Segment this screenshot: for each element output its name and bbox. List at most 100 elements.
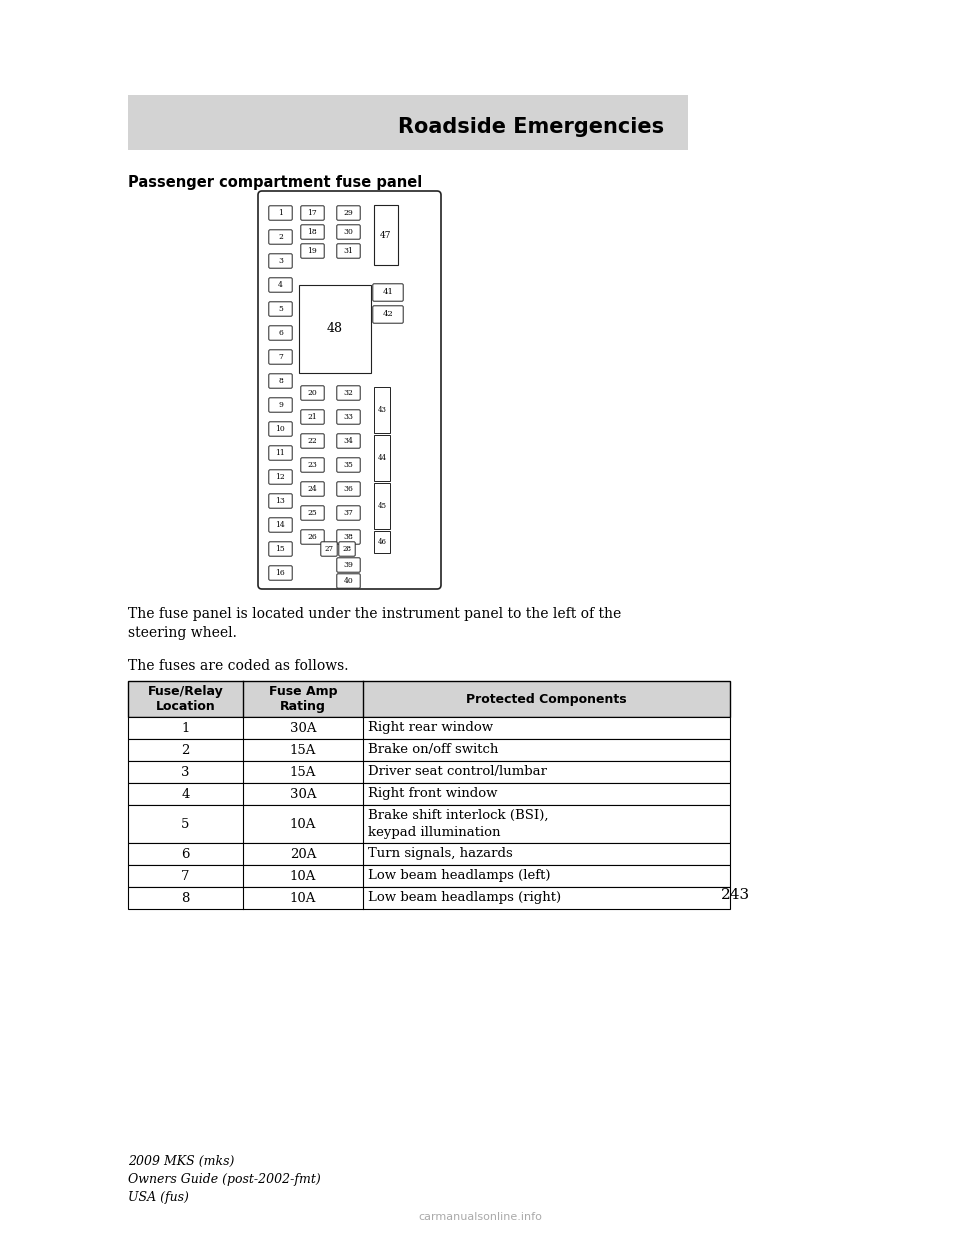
FancyBboxPatch shape [337, 458, 360, 472]
Text: 11: 11 [276, 450, 285, 457]
FancyBboxPatch shape [337, 558, 360, 573]
Text: 3: 3 [181, 765, 190, 779]
Text: carmanualsonline.info: carmanualsonline.info [418, 1212, 542, 1222]
FancyBboxPatch shape [372, 306, 403, 323]
Text: Right rear window: Right rear window [368, 722, 493, 734]
FancyBboxPatch shape [337, 206, 360, 220]
Text: 41: 41 [383, 288, 394, 297]
Text: 19: 19 [307, 247, 318, 255]
Text: Owners Guide (post-2002-fmt): Owners Guide (post-2002-fmt) [128, 1172, 321, 1186]
Text: Passenger compartment fuse panel: Passenger compartment fuse panel [128, 175, 422, 190]
Text: The fuses are coded as follows.: The fuses are coded as follows. [128, 660, 348, 673]
Text: 30A: 30A [290, 787, 316, 801]
FancyBboxPatch shape [269, 374, 292, 389]
FancyBboxPatch shape [337, 505, 360, 520]
FancyBboxPatch shape [269, 397, 292, 412]
FancyBboxPatch shape [269, 542, 292, 556]
Bar [374, 205, 398, 265]
Text: 10A: 10A [290, 892, 316, 904]
Text: 42: 42 [383, 310, 394, 318]
Text: 1: 1 [181, 722, 190, 734]
FancyBboxPatch shape [300, 410, 324, 425]
Text: 40: 40 [344, 578, 353, 585]
FancyBboxPatch shape [337, 386, 360, 400]
FancyBboxPatch shape [300, 505, 324, 520]
Text: 48: 48 [327, 323, 343, 335]
Text: Protected Components: Protected Components [467, 693, 627, 705]
FancyBboxPatch shape [339, 542, 355, 556]
FancyBboxPatch shape [269, 325, 292, 340]
FancyBboxPatch shape [269, 230, 292, 245]
Text: 38: 38 [344, 533, 353, 542]
Text: 15A: 15A [290, 765, 316, 779]
FancyBboxPatch shape [269, 469, 292, 484]
FancyBboxPatch shape [269, 446, 292, 461]
FancyBboxPatch shape [269, 566, 292, 580]
FancyBboxPatch shape [300, 530, 324, 544]
Text: 34: 34 [344, 437, 353, 445]
Text: 44: 44 [377, 455, 387, 462]
FancyBboxPatch shape [337, 243, 360, 258]
Bar [374, 388, 390, 433]
Text: 30: 30 [344, 229, 353, 236]
Text: Brake on/off switch: Brake on/off switch [368, 744, 498, 756]
Text: 7: 7 [181, 869, 190, 883]
Bar [128, 864, 730, 887]
FancyBboxPatch shape [337, 433, 360, 448]
Text: 18: 18 [307, 229, 318, 236]
Text: 22: 22 [307, 437, 318, 445]
FancyBboxPatch shape [269, 518, 292, 533]
Text: 243: 243 [721, 888, 750, 902]
Bar [128, 761, 730, 782]
Bar [299, 284, 371, 373]
Text: 5: 5 [181, 817, 190, 831]
FancyBboxPatch shape [321, 542, 337, 556]
Text: 43: 43 [377, 406, 387, 414]
Text: 36: 36 [344, 484, 353, 493]
Bar [128, 681, 730, 717]
Text: Fuse/Relay
Location: Fuse/Relay Location [148, 686, 224, 713]
Text: 10A: 10A [290, 869, 316, 883]
Text: 27: 27 [324, 545, 333, 553]
Text: 47: 47 [380, 231, 392, 240]
FancyBboxPatch shape [337, 410, 360, 425]
FancyBboxPatch shape [300, 482, 324, 497]
Text: 37: 37 [344, 509, 353, 517]
Text: 26: 26 [307, 533, 318, 542]
Text: Fuse Amp
Rating: Fuse Amp Rating [269, 686, 337, 713]
Text: 21: 21 [307, 414, 318, 421]
FancyBboxPatch shape [269, 494, 292, 508]
Text: 20: 20 [307, 389, 318, 397]
Text: 5: 5 [278, 306, 283, 313]
FancyBboxPatch shape [337, 482, 360, 497]
Text: 8: 8 [181, 892, 190, 904]
Text: Turn signals, hazards: Turn signals, hazards [368, 847, 513, 861]
Text: 3: 3 [278, 257, 283, 265]
Text: Driver seat control/lumbar: Driver seat control/lumbar [368, 765, 547, 779]
Text: 31: 31 [344, 247, 353, 255]
Text: 30A: 30A [290, 722, 316, 734]
Bar [128, 717, 730, 739]
Text: 2009 MKS (mks): 2009 MKS (mks) [128, 1155, 234, 1167]
Text: 32: 32 [344, 389, 353, 397]
Text: Brake shift interlock (BSI),
keypad illumination: Brake shift interlock (BSI), keypad illu… [368, 809, 548, 840]
Text: 24: 24 [307, 484, 318, 493]
Text: Low beam headlamps (right): Low beam headlamps (right) [368, 892, 562, 904]
Text: Roadside Emergencies: Roadside Emergencies [398, 117, 664, 137]
Text: 4: 4 [181, 787, 190, 801]
Text: 12: 12 [276, 473, 285, 481]
Text: 2: 2 [278, 233, 283, 241]
Text: 20A: 20A [290, 847, 316, 861]
FancyBboxPatch shape [269, 206, 292, 220]
Bar [374, 435, 390, 481]
Text: The fuse panel is located under the instrument panel to the left of the
steering: The fuse panel is located under the inst… [128, 607, 621, 641]
FancyBboxPatch shape [300, 458, 324, 472]
Text: 33: 33 [344, 414, 353, 421]
Text: 14: 14 [276, 520, 285, 529]
FancyBboxPatch shape [337, 225, 360, 240]
Text: 39: 39 [344, 561, 353, 569]
Text: 8: 8 [278, 378, 283, 385]
Text: 25: 25 [307, 509, 318, 517]
Bar [128, 94, 688, 150]
Bar [128, 805, 730, 843]
